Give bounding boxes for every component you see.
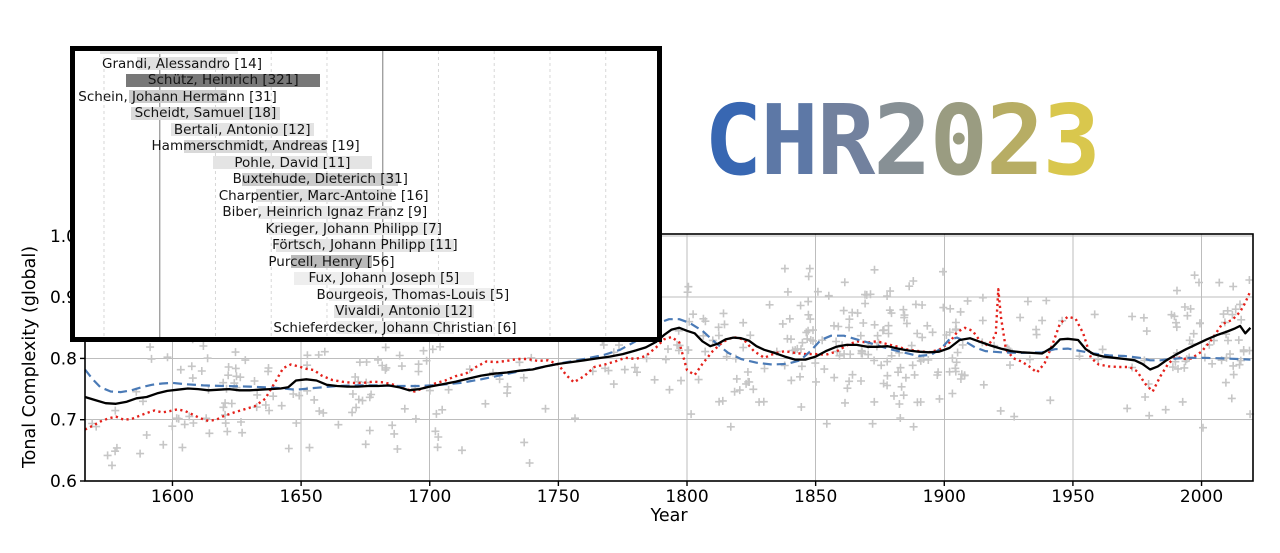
lifespan-bar xyxy=(242,172,399,186)
composer-label: Schütz, Heinrich [321] xyxy=(147,72,299,89)
logo-letter: H xyxy=(760,84,818,197)
logo-letter: R xyxy=(816,84,875,197)
composer-label: Bertali, Antonio [12] xyxy=(173,121,311,138)
composer-label: Hammerschmidt, Andreas [19] xyxy=(151,138,360,155)
lifespan-bar xyxy=(269,222,439,236)
composer-timeline-content: Grandi, Alessandro [14] Schütz, Heinrich … xyxy=(75,51,657,337)
composer-row: Schein, Johann Hermann [31] xyxy=(75,89,657,106)
lifespan-bar xyxy=(99,51,238,54)
trend-blue-dashed xyxy=(84,318,1251,394)
x-tick-label: 1800 xyxy=(665,487,708,507)
composer-row: Grandi, Alessandro [14] xyxy=(75,56,657,73)
x-tick-label: 1650 xyxy=(279,487,322,507)
composer-row xyxy=(75,51,657,56)
plot-frame xyxy=(84,233,1254,482)
logo-letter: 3 xyxy=(1042,84,1100,197)
x-tick-label: 1900 xyxy=(923,487,966,507)
logo-letter: 2 xyxy=(873,84,931,197)
y-tick-label: 0.7 xyxy=(50,411,77,431)
trend-black-solid xyxy=(84,324,1252,405)
lifespan-bar xyxy=(257,205,392,219)
lifespan-bar xyxy=(275,238,455,252)
lifespan-bar xyxy=(293,271,475,285)
composer-row: Pohle, David [11] xyxy=(75,155,657,172)
composer-timeline-inset: Grandi, Alessandro [14] Schütz, Heinrich … xyxy=(70,46,662,342)
composer-row: Scheidt, Samuel [18] xyxy=(75,105,657,122)
x-tick-label: 1950 xyxy=(1051,487,1094,507)
composer-row: Schütz, Heinrich [321] xyxy=(75,72,657,89)
lifespan-bar xyxy=(128,90,227,104)
composer-row: Buxtehude, Dieterich [31] xyxy=(75,171,657,188)
composer-label: Biber, Heinrich Ignaz Franz [9] xyxy=(222,204,428,221)
composer-label: Schieferdecker, Johann Christian [6] xyxy=(273,319,517,336)
composer-label: Fux, Johann Joseph [5] xyxy=(308,270,460,287)
lifespan-bar xyxy=(335,321,455,335)
chr2023-logo: CHR2023 xyxy=(704,84,1101,197)
x-tick-label: 1600 xyxy=(151,487,194,507)
x-tick-label: 1850 xyxy=(794,487,837,507)
lifespan-bar xyxy=(184,139,327,153)
composer-label: Krieger, Johann Philipp [7] xyxy=(265,220,442,237)
logo-letter: 0 xyxy=(929,84,988,197)
composer-row: Krieger, Johann Philipp [7] xyxy=(75,221,657,238)
composer-label: Scheidt, Samuel [18] xyxy=(134,105,277,122)
composer-row: Purcell, Henry [56] xyxy=(75,254,657,271)
composer-label: Charpentier, Marc-Antoine [16] xyxy=(218,187,429,204)
logo-letter: 2 xyxy=(986,84,1044,197)
x-tick-label: 1750 xyxy=(537,487,580,507)
composer-label: Bourgeois, Thomas-Louis [5] xyxy=(316,286,510,303)
composer-row: Schieferdecker, Johann Christian [6] xyxy=(75,320,657,337)
y-axis-label: Tonal Complexity (global) xyxy=(20,245,40,469)
lifespan-bar xyxy=(170,123,314,137)
y-tick-label: 0.8 xyxy=(50,349,77,369)
composer-row: Hammerschmidt, Andreas [19] xyxy=(75,138,657,155)
lifespan-bar xyxy=(291,255,372,269)
x-axis-label: Year xyxy=(650,506,688,526)
lifespan-bar xyxy=(333,304,475,318)
composer-label: Grandi, Alessandro [14] xyxy=(102,55,263,72)
composer-row: Vivaldi, Antonio [12] xyxy=(75,303,657,320)
composer-row: Förtsch, Johann Philipp [11] xyxy=(75,237,657,254)
composer-label: Schein, Johann Hermann [31] xyxy=(78,88,277,105)
trend-red-dotted xyxy=(84,288,1252,431)
composer-label: Vivaldi, Antonio [12] xyxy=(335,303,473,320)
composer-row: Biber, Heinrich Ignaz Franz [9] xyxy=(75,204,657,221)
composer-label: Förtsch, Johann Philipp [11] xyxy=(272,237,458,254)
lifespan-bar xyxy=(137,57,227,71)
x-tick-label: 1700 xyxy=(408,487,451,507)
logo-letter: C xyxy=(704,84,762,197)
composer-label: Pohle, David [11] xyxy=(234,154,351,171)
lifespan-bar xyxy=(255,189,392,203)
composer-row: Charpentier, Marc-Antoine [16] xyxy=(75,188,657,205)
composer-row: Bertali, Antonio [12] xyxy=(75,122,657,139)
composer-label: Buxtehude, Dieterich [31] xyxy=(232,171,408,188)
lifespan-bar xyxy=(126,73,321,87)
lifespan-bar xyxy=(213,156,372,170)
composer-row: Fux, Johann Joseph [5] xyxy=(75,270,657,287)
composer-label: Purcell, Henry [56] xyxy=(268,253,395,270)
composer-row: Bourgeois, Thomas-Louis [5] xyxy=(75,287,657,304)
lifespan-bar xyxy=(130,106,281,120)
lifespan-bar xyxy=(329,288,497,302)
y-tick-label: 0.6 xyxy=(50,472,77,492)
x-tick-label: 2000 xyxy=(1180,487,1223,507)
